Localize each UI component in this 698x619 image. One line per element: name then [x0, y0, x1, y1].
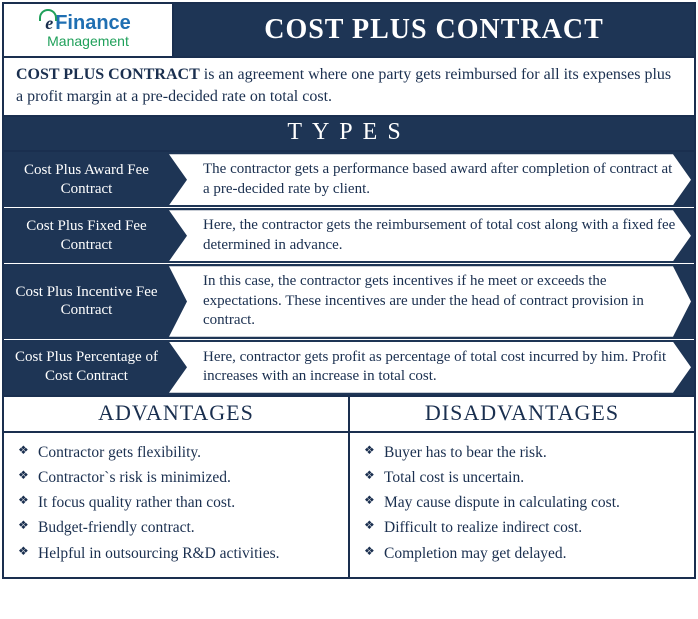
advantages-list: Contractor gets flexibility. Contractor`… — [4, 433, 350, 577]
types-area: Cost Plus Award Fee Contract The contrac… — [4, 152, 694, 395]
type-arrow: In this case, the contractor gets incent… — [169, 264, 694, 339]
advdis-body: Contractor gets flexibility. Contractor`… — [4, 433, 694, 577]
main-title: COST PLUS CONTRACT — [174, 4, 694, 56]
type-arrow: Here, contractor gets profit as percenta… — [169, 340, 694, 395]
type-row: Cost Plus Fixed Fee Contract Here, the c… — [4, 208, 694, 264]
logo-finance-text: Finance — [55, 12, 131, 35]
definition-bold: COST PLUS CONTRACT — [16, 66, 200, 83]
type-name: Cost Plus Fixed Fee Contract — [4, 208, 169, 263]
type-arrow: Here, the contractor gets the reimbursem… — [169, 208, 694, 263]
logo-graphic: e Finance — [45, 12, 131, 35]
type-row: Cost Plus Incentive Fee Contract In this… — [4, 264, 694, 340]
list-item: May cause dispute in calculating cost. — [364, 491, 682, 514]
type-row: Cost Plus Award Fee Contract The contrac… — [4, 152, 694, 208]
list-item: Buyer has to bear the risk. — [364, 441, 682, 464]
type-row: Cost Plus Percentage of Cost Contract He… — [4, 340, 694, 395]
header-row: e Finance Management COST PLUS CONTRACT — [4, 4, 694, 58]
logo-management-text: Management — [47, 33, 129, 49]
type-desc: In this case, the contractor gets incent… — [169, 266, 691, 337]
type-desc: Here, the contractor gets the reimbursem… — [169, 210, 691, 261]
list-item: It focus quality rather than cost. — [18, 491, 336, 514]
logo-e: e — [45, 13, 53, 34]
list-item: Helpful in outsourcing R&D activities. — [18, 542, 336, 565]
type-arrow: The contractor gets a performance based … — [169, 152, 694, 207]
type-desc: Here, contractor gets profit as percenta… — [169, 342, 691, 393]
infographic-container: e Finance Management COST PLUS CONTRACT … — [2, 2, 696, 579]
list-item: Difficult to realize indirect cost. — [364, 516, 682, 539]
list-item: Completion may get delayed. — [364, 542, 682, 565]
definition-text: COST PLUS CONTRACT is an agreement where… — [4, 58, 694, 115]
list-item: Contractor gets flexibility. — [18, 441, 336, 464]
list-item: Budget-friendly contract. — [18, 516, 336, 539]
disadvantages-list: Buyer has to bear the risk. Total cost i… — [350, 433, 694, 577]
advdis-header-row: ADVANTAGES DISADVANTAGES — [4, 395, 694, 433]
advantages-header: ADVANTAGES — [4, 397, 350, 433]
type-name: Cost Plus Award Fee Contract — [4, 152, 169, 207]
list-item: Total cost is uncertain. — [364, 466, 682, 489]
disadvantages-header: DISADVANTAGES — [350, 397, 694, 433]
type-name: Cost Plus Incentive Fee Contract — [4, 264, 169, 339]
types-header: TYPES — [4, 115, 694, 152]
logo-box: e Finance Management — [4, 4, 174, 56]
list-item: Contractor`s risk is minimized. — [18, 466, 336, 489]
type-desc: The contractor gets a performance based … — [169, 154, 691, 205]
type-name: Cost Plus Percentage of Cost Contract — [4, 340, 169, 395]
